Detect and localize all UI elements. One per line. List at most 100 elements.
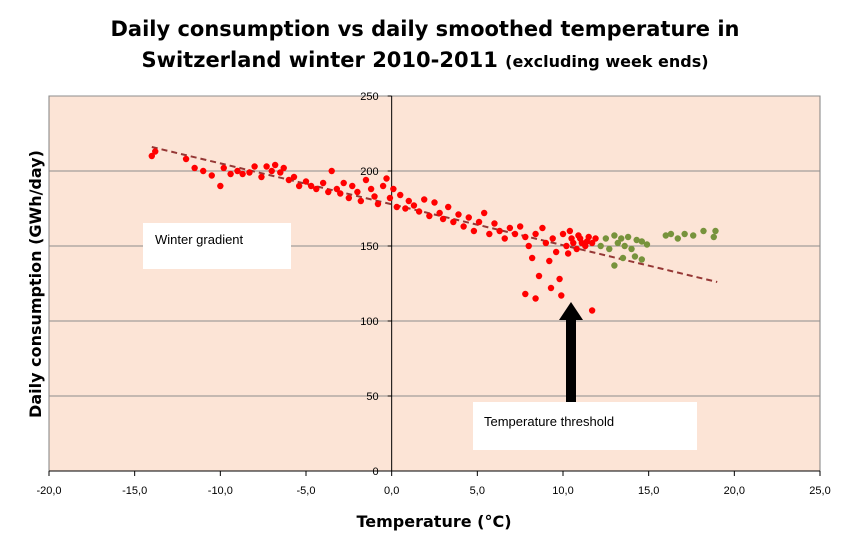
data-point xyxy=(532,230,539,238)
y-tick-label: 250 xyxy=(360,91,378,103)
data-point xyxy=(465,214,472,221)
data-point xyxy=(552,248,560,256)
data-point xyxy=(491,220,498,227)
data-point xyxy=(386,194,394,202)
data-point xyxy=(277,169,284,176)
data-point xyxy=(525,242,532,250)
data-point xyxy=(564,250,572,257)
plot-area xyxy=(48,95,821,472)
data-point xyxy=(258,173,265,181)
data-point xyxy=(374,200,382,208)
data-point xyxy=(506,224,514,232)
data-point xyxy=(220,164,227,172)
data-point xyxy=(638,256,646,263)
data-point xyxy=(532,295,539,302)
data-point xyxy=(633,236,640,244)
data-point xyxy=(402,205,409,212)
data-point xyxy=(383,175,390,182)
threshold-arrow-shaft xyxy=(566,318,576,403)
data-point xyxy=(319,179,327,187)
data-point xyxy=(563,242,570,250)
data-point xyxy=(539,224,546,232)
data-point xyxy=(570,239,577,247)
data-point xyxy=(559,230,567,238)
data-point xyxy=(667,230,675,238)
data-point xyxy=(239,170,246,178)
data-point xyxy=(152,148,159,155)
data-point xyxy=(606,245,613,253)
data-point xyxy=(445,203,452,211)
data-point xyxy=(624,233,632,241)
data-point xyxy=(549,235,556,242)
data-point xyxy=(371,193,378,200)
x-tick-label: 0,0 xyxy=(384,485,399,497)
data-point xyxy=(575,232,582,239)
data-point xyxy=(410,202,418,209)
data-point xyxy=(621,242,628,250)
data-point xyxy=(439,215,447,223)
data-point xyxy=(227,170,234,178)
data-point xyxy=(486,230,493,238)
data-point xyxy=(426,212,433,220)
data-point xyxy=(390,185,397,193)
data-point xyxy=(542,239,550,247)
data-point xyxy=(397,191,404,199)
x-tick-label: 10,0 xyxy=(552,485,573,497)
chart-title-subtitle: (excluding week ends) xyxy=(505,52,709,71)
winter-gradient-box-bg xyxy=(143,223,291,269)
data-point xyxy=(328,167,335,175)
data-point xyxy=(511,230,519,238)
y-tick-label: 200 xyxy=(360,166,378,178)
data-point xyxy=(246,169,253,176)
data-point xyxy=(638,238,646,245)
data-point xyxy=(583,238,591,245)
chart-title-main: Switzerland winter 2010-2011 xyxy=(141,48,498,72)
data-point xyxy=(415,208,423,215)
data-point xyxy=(588,239,596,247)
data-point xyxy=(251,163,258,170)
y-tick-label: 150 xyxy=(360,241,378,253)
data-point xyxy=(405,197,412,205)
data-point xyxy=(263,163,270,170)
x-tick-label: -15,0 xyxy=(122,485,147,497)
data-point xyxy=(436,209,443,217)
data-point xyxy=(528,254,536,262)
data-point xyxy=(208,172,215,179)
chart-title-line1: Daily consumption vs daily smoothed temp… xyxy=(110,17,740,41)
x-tick-label: 5,0 xyxy=(470,485,485,497)
data-point xyxy=(217,182,224,190)
data-point xyxy=(700,227,707,235)
x-tick-label: 25,0 xyxy=(809,485,830,497)
data-point xyxy=(340,179,347,187)
x-axis-title: Temperature (°C) xyxy=(356,512,511,531)
data-point xyxy=(681,230,688,238)
temperature-threshold-box-bg xyxy=(473,402,697,450)
data-point xyxy=(516,223,524,230)
data-point xyxy=(522,290,529,298)
data-point xyxy=(367,185,375,193)
threshold-arrow xyxy=(559,302,583,403)
y-tick-label: 100 xyxy=(360,316,378,328)
data-point xyxy=(325,188,332,196)
data-point xyxy=(362,176,370,184)
x-tick-label: -5,0 xyxy=(297,485,316,497)
data-point xyxy=(690,232,697,239)
data-point xyxy=(182,155,190,163)
data-point xyxy=(592,235,599,242)
data-point xyxy=(619,254,627,262)
data-point xyxy=(290,173,298,181)
data-point xyxy=(710,233,717,241)
chart-title-line2: Switzerland winter 2010-2011 (excluding … xyxy=(0,45,850,77)
data-point xyxy=(522,233,529,241)
data-point xyxy=(614,239,622,247)
data-point xyxy=(354,188,361,196)
x-tick-label: -20,0 xyxy=(36,485,61,497)
temperature-threshold-label: Temperature threshold xyxy=(484,414,614,429)
winter-gradient-box: Winter gradient xyxy=(143,223,291,269)
data-point xyxy=(547,284,555,292)
data-point xyxy=(597,242,604,250)
x-tick-label: 20,0 xyxy=(724,485,745,497)
data-point xyxy=(611,262,618,269)
data-point xyxy=(631,253,639,260)
